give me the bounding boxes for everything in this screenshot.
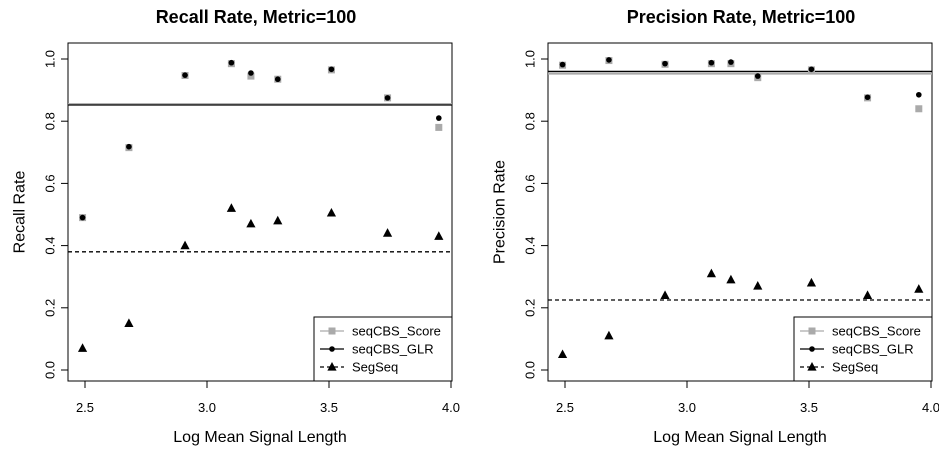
data-point (604, 330, 614, 340)
chart-panel-2: Precision Rate, Metric=100 2.5 3.0 3.5 4.0 Lo… (492, 7, 939, 446)
data-point (728, 59, 734, 65)
x-tick-label: 4.0 (442, 400, 460, 415)
legend-marker (329, 346, 335, 352)
y-axis-label: Precision Rate (492, 160, 509, 264)
data-point (606, 57, 612, 63)
data-point (436, 115, 442, 121)
y-axis-label: Recall Rate (12, 171, 29, 254)
plot-frame (547, 42, 933, 382)
x-tick-label: 4.0 (922, 400, 939, 415)
y-tick-label: 0.2 (523, 299, 538, 317)
series-segseq (557, 268, 924, 359)
data-point (706, 268, 716, 278)
x-axis: 2.5 3.0 3.5 4.0 (76, 381, 460, 415)
chart-title: Precision Rate, Metric=100 (627, 7, 856, 27)
data-point (382, 228, 393, 237)
data-point (124, 318, 134, 327)
data-point (808, 66, 815, 73)
data-point (248, 70, 254, 76)
data-point (182, 72, 188, 78)
legend: seqCBS_Score seqCBS_GLR SegSeq (313, 316, 453, 382)
y-tick-label: 0.2 (43, 299, 58, 317)
x-tick-label: 3.0 (198, 400, 216, 415)
data-point (753, 281, 763, 290)
data-point (180, 240, 190, 250)
chart-panel-1: Recall Rate, Metric=100 2.5 3.0 3.5 4.0 Log M… (12, 7, 461, 446)
data-point (916, 91, 922, 98)
data-point (228, 59, 235, 66)
data-point (328, 66, 335, 73)
y-tick-label: 0.6 (43, 174, 58, 192)
data-point (273, 215, 283, 225)
y-tick-label: 1.0 (523, 50, 538, 68)
data-point (247, 72, 255, 80)
data-point (754, 73, 761, 79)
y-tick-label: 0.8 (523, 112, 538, 130)
y-axis: 0.0 0.2 0.4 0.6 0.8 1.0 (43, 50, 68, 379)
data-point (915, 105, 923, 113)
data-point (662, 60, 668, 67)
data-point (126, 143, 132, 150)
y-tick-label: 0.4 (523, 237, 538, 255)
data-point (226, 203, 236, 212)
x-tick-label: 3.5 (800, 400, 818, 415)
y-tick-label: 0.4 (43, 237, 58, 255)
legend-marker (808, 327, 816, 335)
y-tick-label: 0.6 (523, 174, 538, 192)
y-tick-label: 0.8 (43, 112, 58, 130)
x-axis-label: Log Mean Signal Length (173, 429, 346, 446)
data-point (864, 94, 871, 101)
series-seqcbs-glr (79, 59, 442, 221)
data-point (806, 277, 817, 287)
x-axis: 2.5 3.0 3.5 4.0 (556, 381, 939, 415)
data-point (726, 274, 736, 284)
x-tick-label: 2.5 (76, 400, 94, 415)
legend-marker (328, 327, 336, 335)
reference-lines (548, 70, 932, 301)
legend-marker (807, 362, 817, 371)
legend-marker (327, 362, 337, 371)
legend-entry-label: seqCBS_Score (832, 324, 921, 339)
data-point (862, 290, 873, 299)
x-axis-label: Log Mean Signal Length (653, 429, 826, 446)
data-point (326, 207, 337, 217)
data-point (914, 284, 924, 293)
data-point (435, 123, 443, 131)
x-tick-label: 2.5 (556, 400, 574, 415)
series-segseq (77, 203, 444, 352)
y-axis: 0.0 0.2 0.4 0.6 0.8 1.0 (523, 50, 548, 379)
data-point (384, 95, 391, 101)
legend-entry-label: SegSeq (352, 360, 398, 375)
x-tick-label: 3.0 (678, 400, 696, 415)
data-point (559, 61, 566, 68)
y-tick-label: 1.0 (43, 50, 58, 68)
legend-entry-label: seqCBS_GLR (352, 342, 434, 357)
legend: seqCBS_Score seqCBS_GLR SegSeq (793, 316, 933, 382)
legend-entry-label: seqCBS_GLR (832, 342, 914, 357)
x-tick-label: 3.5 (320, 400, 338, 415)
legend-entry-label: SegSeq (832, 360, 878, 375)
y-tick-label: 0.0 (43, 361, 58, 379)
y-tick-label: 0.0 (523, 361, 538, 379)
data-point (557, 349, 568, 359)
chart-title: Recall Rate, Metric=100 (156, 7, 357, 27)
data-point (708, 59, 715, 66)
data-point (246, 218, 256, 228)
series-seqcbs-score (559, 57, 923, 113)
legend-entry-label: seqCBS_Score (352, 324, 441, 339)
legend-marker (809, 346, 815, 352)
series-seqcbs-score (79, 60, 443, 222)
data-point (79, 214, 86, 221)
reference-lines (68, 103, 452, 253)
data-point (660, 290, 670, 299)
plot-frame (67, 42, 453, 382)
data-point (77, 343, 88, 352)
series-seqcbs-glr (559, 57, 922, 101)
data-point (274, 76, 281, 83)
data-point (434, 231, 444, 240)
